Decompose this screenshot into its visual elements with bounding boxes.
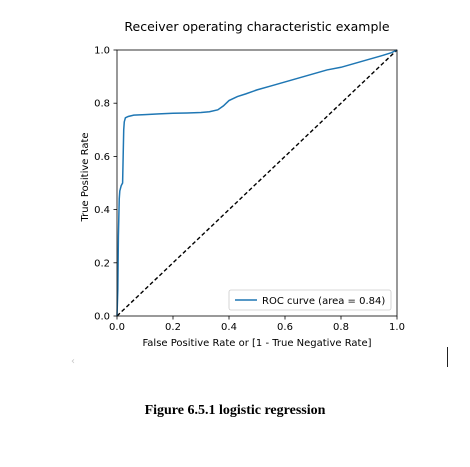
x-tick-label-3: 0.6 — [277, 322, 293, 333]
x-tick-label-4: 0.8 — [333, 322, 349, 333]
x-tick-label-1: 0.2 — [165, 322, 181, 333]
x-axis-label: False Positive Rate or [1 - True Negativ… — [142, 338, 371, 349]
y-tick-label-4: 0.8 — [94, 99, 110, 110]
y-tick-label-3: 0.6 — [94, 152, 110, 163]
figure-caption: Figure 6.5.1 logistic regression — [0, 403, 470, 419]
y-tick-label-1: 0.2 — [94, 258, 110, 269]
text-cursor-mark — [447, 347, 448, 367]
legend: ROC curve (area = 0.84) — [229, 290, 391, 310]
stray-glyph: ‹ — [71, 356, 75, 367]
legend-roc-label: ROC curve (area = 0.84) — [262, 296, 385, 307]
x-axis-ticks: 0.0 0.2 0.4 0.6 0.8 1.0 — [109, 316, 405, 333]
y-axis-ticks: 0.0 0.2 0.4 0.6 0.8 1.0 — [94, 46, 117, 323]
y-tick-label-2: 0.4 — [94, 205, 110, 216]
y-tick-label-5: 1.0 — [94, 46, 110, 57]
x-tick-label-5: 1.0 — [389, 322, 405, 333]
x-tick-label-0: 0.0 — [109, 322, 125, 333]
chart-title: Receiver operating characteristic exampl… — [124, 19, 390, 34]
y-axis-label: True Positive Rate — [80, 132, 91, 222]
y-tick-label-0: 0.0 — [94, 312, 110, 323]
x-tick-label-2: 0.4 — [221, 322, 237, 333]
